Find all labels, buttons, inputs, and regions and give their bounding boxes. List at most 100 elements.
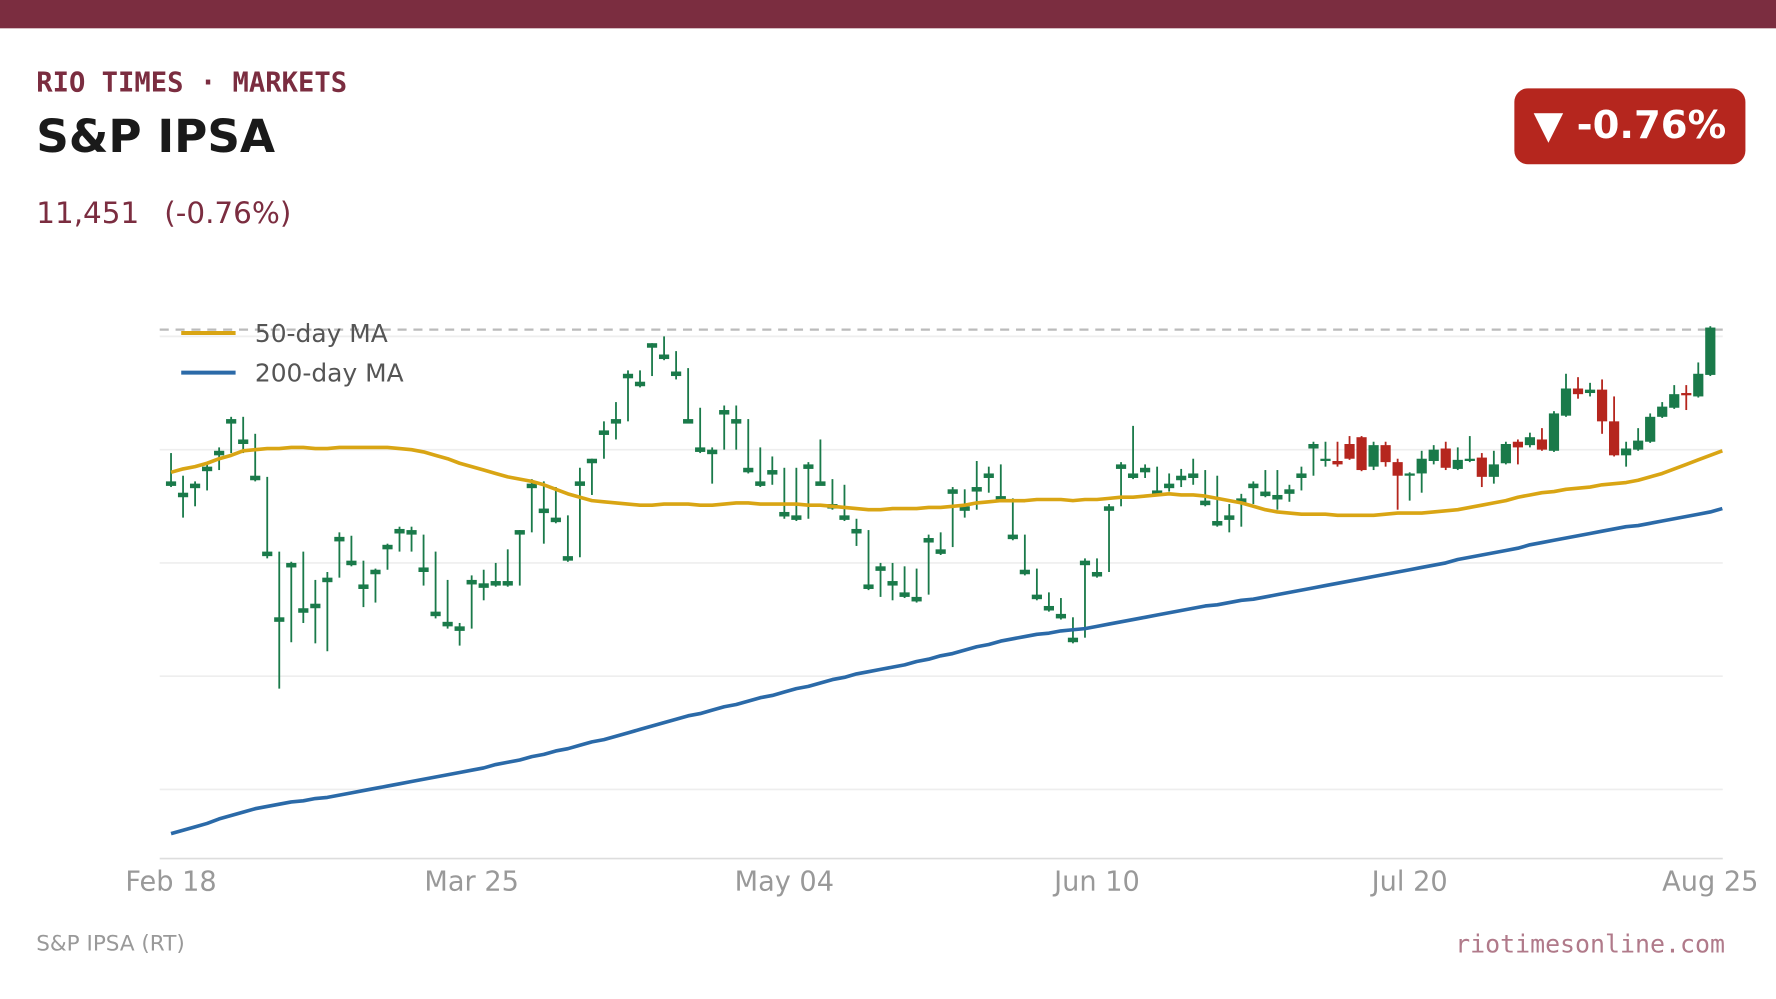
candle-body <box>622 373 634 379</box>
candle-body <box>983 473 994 478</box>
candle-body <box>526 483 537 489</box>
candle-body <box>238 439 249 444</box>
candle-body <box>1115 464 1127 469</box>
candle-body <box>490 581 501 586</box>
candle-body <box>1548 413 1560 451</box>
candle-body <box>430 611 441 617</box>
candle-body <box>1428 449 1439 461</box>
candle-body <box>1356 437 1367 471</box>
candle-body <box>815 481 826 486</box>
legend-label: 200-day MA <box>255 359 404 388</box>
candle-body <box>1284 489 1295 494</box>
candle-body <box>1488 464 1499 477</box>
candle-body <box>1380 445 1391 463</box>
candle-body <box>1248 483 1259 489</box>
candle-body <box>1236 498 1247 503</box>
candle-body <box>1031 594 1042 600</box>
candle-body <box>478 583 489 588</box>
candle-body <box>1452 459 1463 469</box>
candle-body <box>1272 494 1283 500</box>
candle-body <box>1440 448 1451 468</box>
candle-body <box>1681 393 1692 396</box>
candle-body <box>274 617 285 622</box>
candle-body <box>1609 421 1620 456</box>
candle-body <box>1705 327 1716 375</box>
candle-body <box>1584 389 1596 394</box>
candle-body <box>634 381 646 387</box>
candle-body <box>911 596 922 602</box>
x-tick-label: May 04 <box>735 866 834 897</box>
candle-body <box>1368 445 1379 467</box>
candle-body <box>1188 473 1199 478</box>
candle-body <box>1657 406 1668 417</box>
candle-body <box>1464 458 1475 461</box>
candle-body <box>935 549 946 554</box>
candle-body <box>1043 605 1054 611</box>
candle-body <box>298 608 309 613</box>
candle-body <box>707 449 718 455</box>
candle-body <box>1308 444 1319 449</box>
source: RIO TIMES · MARKETS <box>36 68 347 99</box>
candle-body <box>1621 448 1632 456</box>
candle-body <box>875 566 886 571</box>
candle-body <box>767 470 778 475</box>
candle-body <box>538 508 549 514</box>
candle-body <box>863 584 874 589</box>
candle-body <box>262 551 273 557</box>
candle-body <box>1596 389 1608 422</box>
candle-body <box>755 481 766 486</box>
x-tick-label: Jul 20 <box>1370 866 1448 897</box>
candle-body <box>370 569 381 575</box>
candle-body <box>1152 490 1163 495</box>
candle-body <box>202 466 213 472</box>
candle-body <box>959 506 970 511</box>
candle-body <box>406 530 417 535</box>
candle-body <box>1392 462 1403 476</box>
candle-body <box>1524 437 1536 446</box>
candle-body <box>322 577 333 583</box>
candle-body <box>1560 388 1572 416</box>
candle-body <box>779 511 790 517</box>
candle-body <box>1200 500 1211 506</box>
candle-body <box>310 603 321 609</box>
candle-body <box>995 496 1006 501</box>
site: riotimesonline.com <box>1455 930 1725 959</box>
candle-body <box>226 419 237 424</box>
candle-body <box>610 419 622 424</box>
candle-body <box>1332 460 1343 465</box>
candle-body <box>165 481 177 486</box>
candle-body <box>803 464 814 469</box>
candle-body <box>1212 521 1223 526</box>
candle-body <box>887 581 898 586</box>
chart-title: S&P IPSA <box>36 110 275 163</box>
candle-body <box>1019 569 1030 575</box>
candle-body <box>947 489 958 494</box>
candle-body <box>1416 458 1427 474</box>
top-bar <box>0 0 1776 29</box>
ma-line <box>170 506 1723 836</box>
candle-body <box>1512 441 1523 448</box>
legend-label: 50-day MA <box>255 319 388 348</box>
candle-body <box>839 515 850 520</box>
candle-body <box>1140 467 1151 473</box>
candle-body <box>1633 440 1644 450</box>
candle-body <box>466 579 477 585</box>
candle-body <box>791 515 802 520</box>
candle-body <box>562 556 573 561</box>
candle-body <box>1645 416 1656 442</box>
candle-body <box>1103 506 1115 511</box>
candle-body <box>899 592 910 597</box>
candle-body <box>250 475 261 481</box>
candle-body <box>658 354 670 360</box>
candle-body <box>382 544 393 550</box>
badge-text: ▼ -0.76% <box>1534 103 1727 148</box>
candle-body <box>358 584 369 589</box>
candle-body <box>1127 473 1139 478</box>
candle-body <box>214 450 225 456</box>
candle-body <box>1224 515 1235 520</box>
candle-body <box>1476 457 1487 477</box>
x-tick-label: Jun 10 <box>1052 866 1140 897</box>
price: 11,451 <box>36 196 139 230</box>
candle-body <box>177 492 189 498</box>
